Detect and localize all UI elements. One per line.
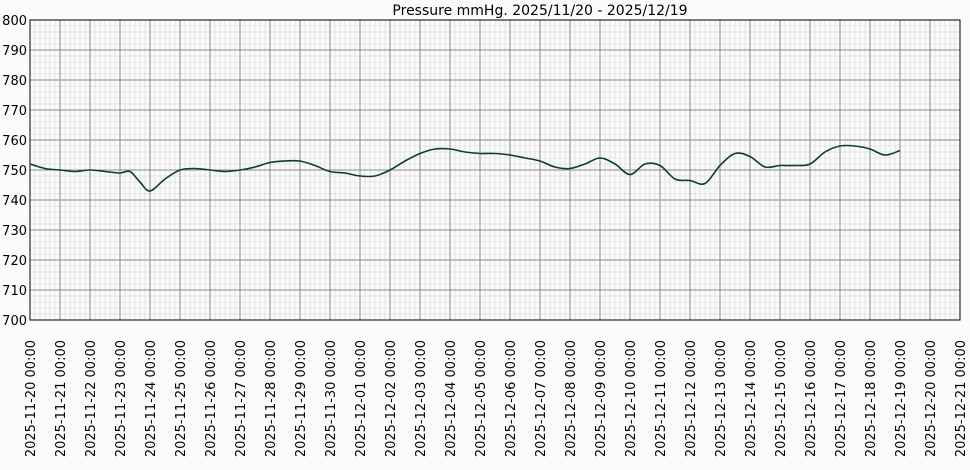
x-tick-label: 2025-11-25 00:00	[174, 340, 189, 457]
x-tick-label: 2025-12-05 00:00	[474, 340, 489, 457]
x-tick-label: 2025-12-04 00:00	[444, 340, 459, 457]
y-tick-label: 730	[2, 224, 27, 239]
plot-frame	[29, 19, 961, 321]
x-tick-label: 2025-12-18 00:00	[864, 340, 879, 457]
x-tick-label: 2025-11-30 00:00	[324, 340, 339, 457]
x-tick-label: 2025-12-16 00:00	[804, 340, 819, 457]
x-tick-label: 2025-12-10 00:00	[624, 340, 639, 457]
x-axis-ticks: 2025-11-20 00:00 2025-11-21 00:00 2025-11-…	[24, 340, 969, 457]
pressure-series-line	[29, 144, 901, 192]
x-tick-label: 2025-12-08 00:00	[564, 340, 579, 457]
x-tick-label: 2025-12-11 00:00	[654, 340, 669, 457]
x-tick-label: 2025-12-17 00:00	[834, 340, 849, 457]
y-tick-label: 800	[2, 14, 27, 29]
x-tick-label: 2025-12-01 00:00	[354, 340, 369, 457]
x-tick-label: 2025-11-23 00:00	[114, 340, 129, 457]
x-tick-label: 2025-12-09 00:00	[594, 340, 609, 457]
y-tick-label: 740	[2, 194, 27, 209]
x-tick-label: 2025-11-29 00:00	[294, 340, 309, 457]
x-tick-label: 2025-12-07 00:00	[534, 340, 549, 457]
x-tick-label: 2025-12-19 00:00	[894, 340, 909, 457]
y-tick-label: 770	[2, 104, 27, 119]
x-tick-label: 2025-12-06 00:00	[504, 340, 519, 457]
x-tick-label: 2025-11-27 00:00	[234, 340, 249, 457]
x-tick-label: 2025-11-24 00:00	[144, 340, 159, 457]
x-tick-label: 2025-12-21 00:00	[954, 340, 969, 457]
x-tick-label: 2025-11-28 00:00	[264, 340, 279, 457]
y-tick-label: 760	[2, 134, 27, 149]
y-tick-label: 790	[2, 44, 27, 59]
x-tick-label: 2025-11-21 00:00	[54, 340, 69, 457]
x-tick-label: 2025-12-15 00:00	[774, 340, 789, 457]
y-tick-label: 780	[2, 74, 27, 89]
chart-title: Pressure mmHg. 2025/11/20 - 2025/12/19	[392, 3, 687, 19]
x-tick-label: 2025-12-20 00:00	[924, 340, 939, 457]
x-tick-label: 2025-11-26 00:00	[204, 340, 219, 457]
y-tick-label: 710	[2, 284, 27, 299]
x-tick-label: 2025-12-13 00:00	[714, 340, 729, 457]
x-tick-label: 2025-12-12 00:00	[684, 340, 699, 457]
x-tick-label: 2025-11-22 00:00	[84, 340, 99, 457]
x-tick-label: 2025-11-20 00:00	[24, 340, 39, 457]
y-tick-label: 720	[2, 254, 27, 269]
y-tick-label: 750	[2, 164, 27, 179]
x-tick-label: 2025-12-03 00:00	[414, 340, 429, 457]
x-tick-label: 2025-12-02 00:00	[384, 340, 399, 457]
x-tick-label: 2025-12-14 00:00	[744, 340, 759, 457]
y-axis-ticks: 700 710 720 730 740 750 760 770 780 790 800	[2, 14, 27, 329]
y-tick-label: 700	[2, 314, 27, 329]
